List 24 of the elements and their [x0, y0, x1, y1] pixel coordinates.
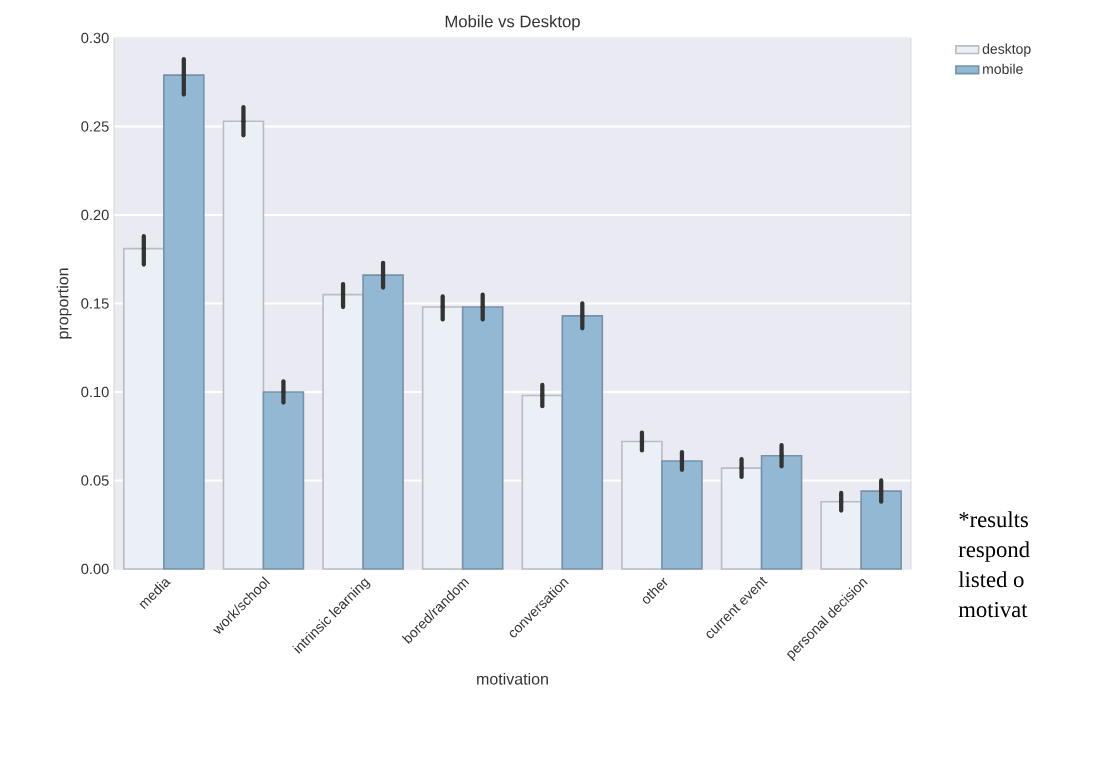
- bar: [461, 306, 504, 570]
- y-tick-label: 0.10: [81, 386, 109, 398]
- text: motivat: [958, 601, 1028, 618]
- y-tick-label: 0.00: [81, 563, 109, 575]
- y-tick-label: 0.15: [81, 298, 109, 309]
- y-axis-title: proportion: [56, 268, 72, 339]
- y-tick-label: 0.05: [81, 475, 109, 486]
- legend-label: mobile: [983, 63, 1023, 75]
- text: *results: [959, 511, 1028, 528]
- bar: [262, 391, 305, 570]
- y-tick-label: 0.20: [81, 209, 109, 221]
- bar: [362, 274, 404, 570]
- text: listed o: [958, 571, 1024, 588]
- bar: [860, 490, 902, 570]
- legend-label: desktop: [982, 43, 1031, 57]
- chart-title: Mobile vs Desktop: [445, 15, 580, 31]
- y-tick-label: 0.25: [81, 121, 109, 132]
- y-tick-label: 0.30: [81, 32, 109, 44]
- text: respond: [958, 541, 1030, 562]
- bar: [163, 74, 205, 570]
- bar: [760, 454, 803, 570]
- x-axis-title: motivation: [477, 672, 548, 685]
- bar: [661, 460, 703, 570]
- bar: [561, 315, 604, 570]
